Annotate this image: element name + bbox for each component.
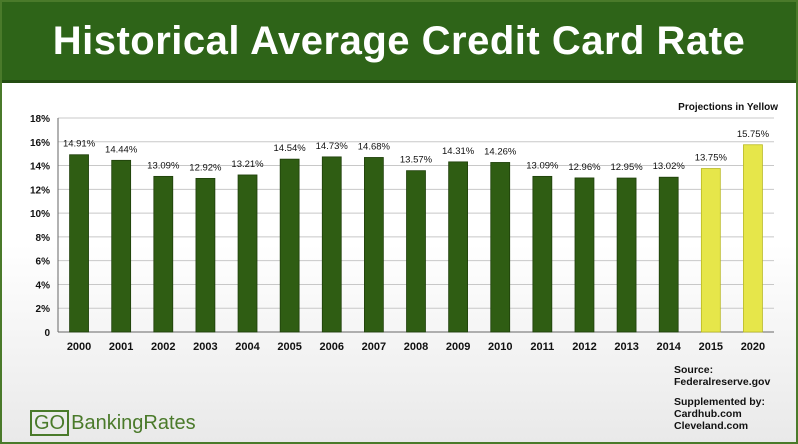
y-tick-label: 4% [36,280,51,291]
x-tick-label-2001: 2001 [109,341,133,353]
source-line: Federalreserve.gov [674,376,771,388]
x-tick-label-2015: 2015 [699,341,723,353]
data-label-2014: 13.02% [653,161,686,172]
gobankingrates-logo: GO BankingRates [30,410,196,436]
y-tick-label: 12% [30,185,50,196]
x-tick-label-2014: 2014 [656,341,681,353]
data-label-2001: 14.44% [105,144,138,155]
source-block: Source: Federalreserve.gov [674,364,770,388]
bar-2003 [195,177,216,333]
x-tick-label-2010: 2010 [488,341,512,353]
data-label-2011: 13.09% [526,160,559,171]
x-tick-label-2020: 2020 [741,341,765,353]
x-tick-label-2000: 2000 [67,341,91,353]
bar-2008 [406,170,426,333]
data-label-2006: 14.73% [316,141,349,152]
x-tick-label-2002: 2002 [151,341,175,353]
x-tick-label-2005: 2005 [277,341,301,353]
y-tick-label: 2% [36,304,51,315]
x-tick-label-2008: 2008 [404,341,428,353]
source-label: Source: [674,364,714,376]
projection-note: Projections in Yellow [678,102,778,113]
x-tick-label-2007: 2007 [362,341,386,353]
bar-2005 [279,158,300,333]
y-tick-label: 8% [36,233,51,244]
bar-2006 [321,156,342,333]
bar-2020 [743,144,763,333]
x-tick-label-2012: 2012 [572,341,596,353]
data-label-2003: 12.92% [189,162,222,173]
data-label-2002: 13.09% [147,160,180,171]
logo-go: GO [30,410,70,436]
bar-2015 [700,168,721,333]
data-label-2020: 15.75% [737,129,770,140]
data-label-2000: 14.91% [63,139,96,150]
bar-2004 [237,174,258,333]
y-tick-label: 10% [30,209,50,220]
y-tick-label: 16% [30,138,50,149]
data-label-2008: 13.57% [400,155,433,166]
x-tick-label-2006: 2006 [320,341,344,353]
bar-2002 [153,175,174,333]
x-tick-label-2011: 2011 [530,341,554,353]
bar-2012 [574,177,595,333]
supplemented-line-2: Cleveland.com [674,420,749,432]
y-tick-label: 14% [30,162,50,173]
y-tick-label: 0 [44,328,50,339]
data-label-2013: 12.95% [610,162,643,173]
data-label-2015: 13.75% [695,153,728,164]
bar-2001 [111,159,132,333]
x-tick-label-2003: 2003 [193,341,217,353]
supplemented-block: Supplemented by: Cardhub.com Cleveland.c… [674,396,765,432]
data-label-2009: 14.31% [442,146,475,157]
chart-title: Historical Average Credit Card Rate [52,18,746,63]
y-tick-label: 18% [30,114,50,125]
logo-bankingrates: BankingRates [71,411,196,434]
bar-2010 [490,162,511,333]
data-label-2007: 14.68% [358,141,391,152]
bar-2007 [364,157,384,333]
data-label-2010: 14.26% [484,146,517,157]
x-tick-label-2009: 2009 [446,341,470,353]
x-tick-label-2004: 2004 [235,341,260,353]
x-tick-label-2013: 2013 [614,341,638,353]
bar-2014 [658,176,679,333]
supplemented-line-1: Cardhub.com [674,408,742,420]
bar-2011 [532,175,553,333]
data-label-2012: 12.96% [568,162,601,173]
bar-2013 [616,177,637,333]
y-tick-label: 6% [36,257,51,268]
supplemented-label: Supplemented by: [674,396,766,408]
title-bar: Historical Average Credit Card Rate [2,2,796,83]
data-label-2004: 13.21% [231,159,264,170]
bar-2000 [69,154,89,333]
data-label-2005: 14.54% [274,143,307,154]
bar-2009 [448,161,468,333]
